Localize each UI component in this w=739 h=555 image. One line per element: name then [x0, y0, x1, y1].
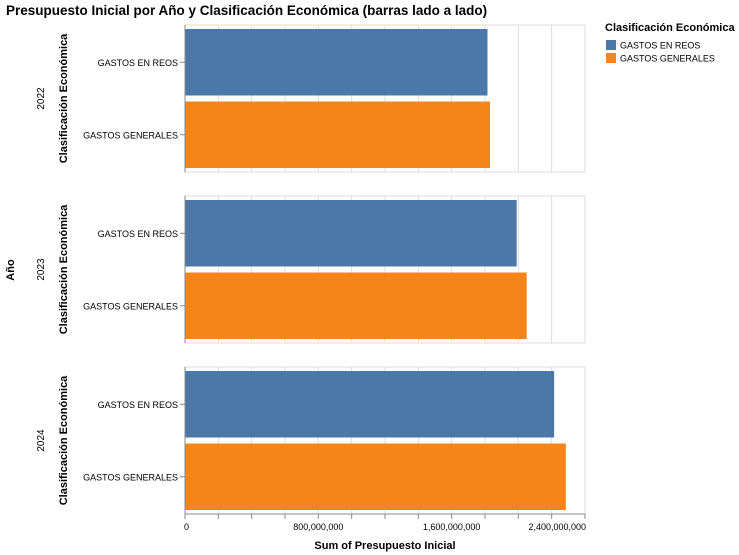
x-axis-title: Sum of Presupuesto Inicial: [314, 540, 455, 552]
bar-2024-gastos-en-reos: [185, 371, 555, 438]
bar-2022-gastos-generales: [185, 101, 490, 168]
y-tick-label: GASTOS GENERALES: [83, 472, 178, 482]
facet-label-2023: 2023: [36, 258, 47, 281]
y-tick-label: GASTOS GENERALES: [83, 301, 178, 311]
bar-2023-gastos-generales: [185, 272, 527, 339]
facet-2022: GASTOS EN REOS GASTOS GENERALES Clasificac…: [36, 24, 586, 173]
y-axis-title: Clasificación Económica: [58, 204, 70, 334]
facet-2023: GASTOS EN REOS GASTOS GENERALES Clasificac…: [36, 195, 586, 344]
y-tick-label: GASTOS EN REOS: [98, 58, 178, 68]
bar-2023-gastos-en-reos: [185, 200, 517, 267]
y-axis-title: Clasificación Económica: [58, 375, 70, 505]
legend-swatch: [606, 53, 616, 63]
facet-label-2024: 2024: [36, 429, 47, 452]
facet-label-2022: 2022: [36, 87, 47, 110]
legend-title: Clasificación Económica: [605, 22, 735, 34]
legend: Clasificación Económica GASTOS EN REOS GA…: [605, 22, 735, 64]
chart-title: Presupuesto Inicial por Año y Clasificac…: [6, 3, 487, 18]
x-tick-label: 800,000,000: [293, 522, 343, 532]
facets: GASTOS EN REOS GASTOS GENERALES Clasificac…: [36, 24, 586, 515]
x-axis: 0 800,000,000 1,600,000,000 2,400,000,000: [184, 513, 586, 532]
x-tick-label: 1,600,000,000: [423, 522, 481, 532]
legend-swatch: [606, 40, 616, 50]
x-tick-label: 0: [184, 522, 189, 532]
row-facet-label: Año: [5, 259, 17, 281]
legend-entry: GASTOS GENERALES: [620, 54, 715, 64]
x-tick-label: 2,400,000,000: [528, 522, 586, 532]
legend-entry: GASTOS EN REOS: [620, 41, 700, 51]
y-tick-label: GASTOS EN REOS: [98, 400, 178, 410]
y-tick-label: GASTOS EN REOS: [98, 229, 178, 239]
bar-2024-gastos-generales: [185, 443, 566, 510]
facet-2024: GASTOS EN REOS GASTOS GENERALES Clasificac…: [36, 366, 586, 515]
y-tick-label: GASTOS GENERALES: [83, 130, 178, 140]
bar-2022-gastos-en-reos: [185, 29, 488, 96]
y-axis-title: Clasificación Económica: [58, 33, 70, 163]
